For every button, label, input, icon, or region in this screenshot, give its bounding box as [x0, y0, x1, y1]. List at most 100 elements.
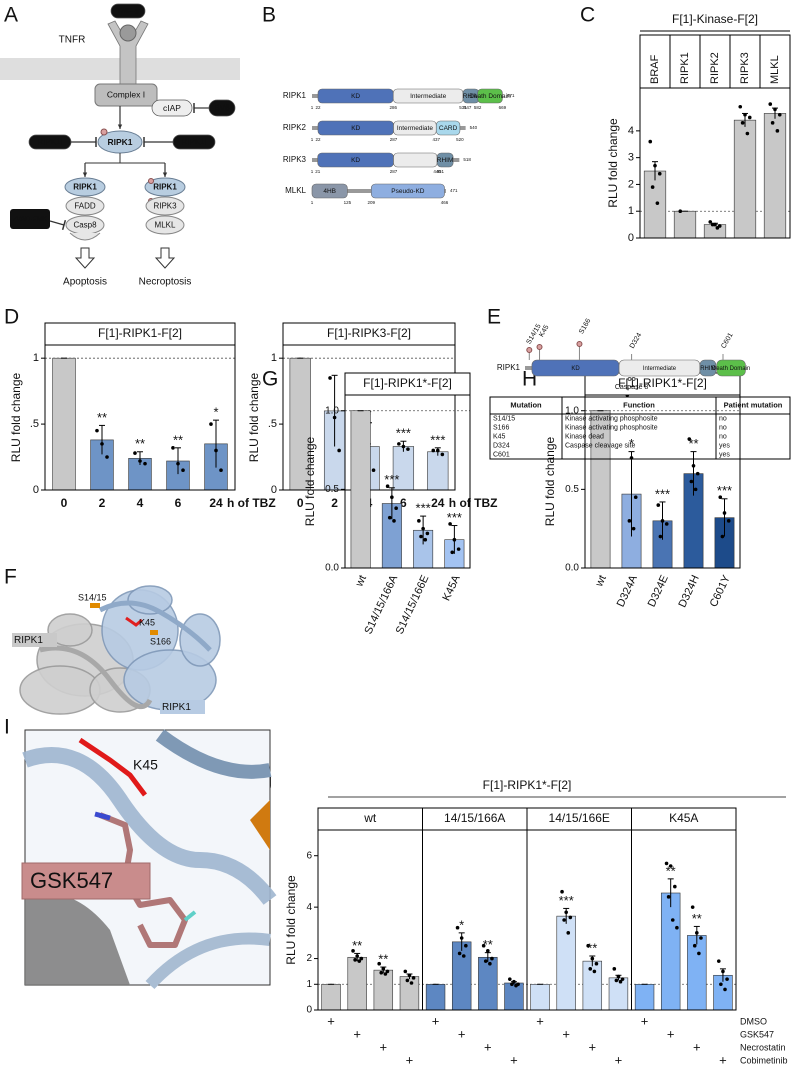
- data-point: [648, 139, 653, 144]
- residue-number: 1: [311, 137, 314, 142]
- data-point: [594, 961, 599, 966]
- residue-number: 582: [474, 105, 482, 110]
- significance: ***: [384, 472, 399, 487]
- data-point: [653, 163, 657, 168]
- inhibitor-label: RIPK1i: [182, 138, 207, 147]
- domain-label: RHIM: [700, 366, 715, 372]
- table-cell: K45: [493, 433, 506, 440]
- group-label: K45A: [669, 811, 698, 825]
- bv6-label: BV6: [214, 104, 230, 113]
- data-point: [773, 107, 777, 112]
- y-axis-label: RLU fold change: [543, 436, 557, 526]
- data-point: [95, 428, 99, 433]
- residue-number: 437: [433, 137, 441, 142]
- data-point: [664, 522, 669, 526]
- y-tick-label: 0: [271, 484, 277, 496]
- data-point: [351, 949, 355, 953]
- data-point: [562, 918, 566, 922]
- scissor: [627, 377, 632, 381]
- domain: [716, 359, 746, 377]
- data-point: [403, 969, 408, 974]
- site-marker: [526, 347, 533, 353]
- compound-box: [21, 862, 151, 900]
- protein-name: RIPK3: [283, 155, 307, 164]
- bv6-label-shape: [208, 99, 236, 117]
- data-point: [214, 448, 218, 453]
- data-point: [419, 534, 423, 539]
- bar: [399, 976, 420, 1011]
- data-point: [666, 895, 671, 899]
- data-point: [176, 461, 180, 466]
- data-point: [770, 121, 775, 125]
- x-axis-label: h of TBZ: [227, 496, 276, 510]
- y-tick-label: 1.0: [565, 405, 579, 416]
- data-point: [566, 931, 571, 935]
- treatment-plus: +: [589, 1039, 597, 1054]
- ripk1-label: RIPK1: [153, 183, 177, 192]
- chart-title: F[1]-Kinase-F[2]: [672, 12, 758, 26]
- chart-title: F[1]-RIPK1*-F[2]: [363, 376, 452, 390]
- domain-label: KD: [571, 366, 580, 372]
- y-tick-label: 1: [271, 352, 277, 364]
- x-tick-label: 2: [99, 496, 106, 510]
- residue-number: 22: [315, 105, 321, 110]
- y-axis-label: RLU fold change: [9, 372, 23, 462]
- treatment-plus: +: [719, 1052, 727, 1067]
- residue-number: 669: [499, 105, 507, 110]
- data-point: [718, 495, 723, 500]
- data-point: [715, 226, 720, 230]
- chain-box: [12, 633, 57, 647]
- treatment-label: GSK547: [740, 1029, 774, 1039]
- inhibitor-label: RIPK1i: [38, 138, 63, 147]
- protein-label: FADD: [74, 202, 96, 211]
- x-tick-label: RIPK1: [679, 52, 691, 84]
- protein-name: MLKL: [285, 186, 306, 195]
- data-point: [664, 861, 669, 866]
- table-cell: Kinase dead: [565, 433, 604, 440]
- chain-label: RIPK1: [162, 702, 191, 713]
- data-point: [690, 905, 695, 909]
- site-label: K45: [139, 617, 155, 627]
- panel-letter: G: [262, 368, 278, 391]
- data-point: [687, 437, 692, 441]
- residue-number: 451: [436, 169, 444, 174]
- x-tick-label: 6: [400, 496, 407, 510]
- bar: [643, 170, 667, 239]
- data-point: [775, 129, 780, 133]
- zvad-label: zVAD-FMK: [13, 216, 48, 223]
- table-cell: Kinase activating phosphosite: [565, 415, 658, 422]
- residue-number: 1: [311, 200, 314, 205]
- residue-number: 287: [390, 137, 398, 142]
- data-point: [181, 468, 185, 473]
- significance: ***: [559, 893, 574, 908]
- gray-region: [25, 894, 130, 985]
- complex-shape: [94, 83, 158, 107]
- table-cell: no: [719, 424, 727, 431]
- residue-number: 125: [344, 200, 352, 205]
- domain: [477, 88, 503, 104]
- protein-shape: [145, 215, 185, 235]
- ciap-label-shape: [151, 99, 193, 117]
- treatment-plus: +: [406, 1052, 414, 1067]
- outcome-label: Necroptosis: [139, 277, 192, 288]
- panel-letter: C: [580, 4, 595, 27]
- panel-letter: A: [4, 4, 18, 27]
- data-point: [436, 448, 440, 453]
- table-cell: Caspase cleavage site: [565, 442, 636, 449]
- x-tick-label: 24: [209, 496, 223, 510]
- data-point: [743, 112, 747, 117]
- ribbon: [98, 600, 212, 652]
- compound: [98, 812, 188, 948]
- data-point: [459, 936, 464, 940]
- data-point: [379, 970, 384, 975]
- treatment-plus: +: [380, 1039, 388, 1054]
- title-strip: [344, 372, 471, 396]
- data-point: [586, 943, 590, 948]
- data-point: [655, 201, 660, 205]
- ciap-label: cIAP: [163, 103, 181, 113]
- y-tick-label: 0.5: [325, 484, 339, 495]
- data-point: [425, 531, 430, 536]
- data-point: [133, 451, 137, 455]
- data-point: [507, 977, 512, 981]
